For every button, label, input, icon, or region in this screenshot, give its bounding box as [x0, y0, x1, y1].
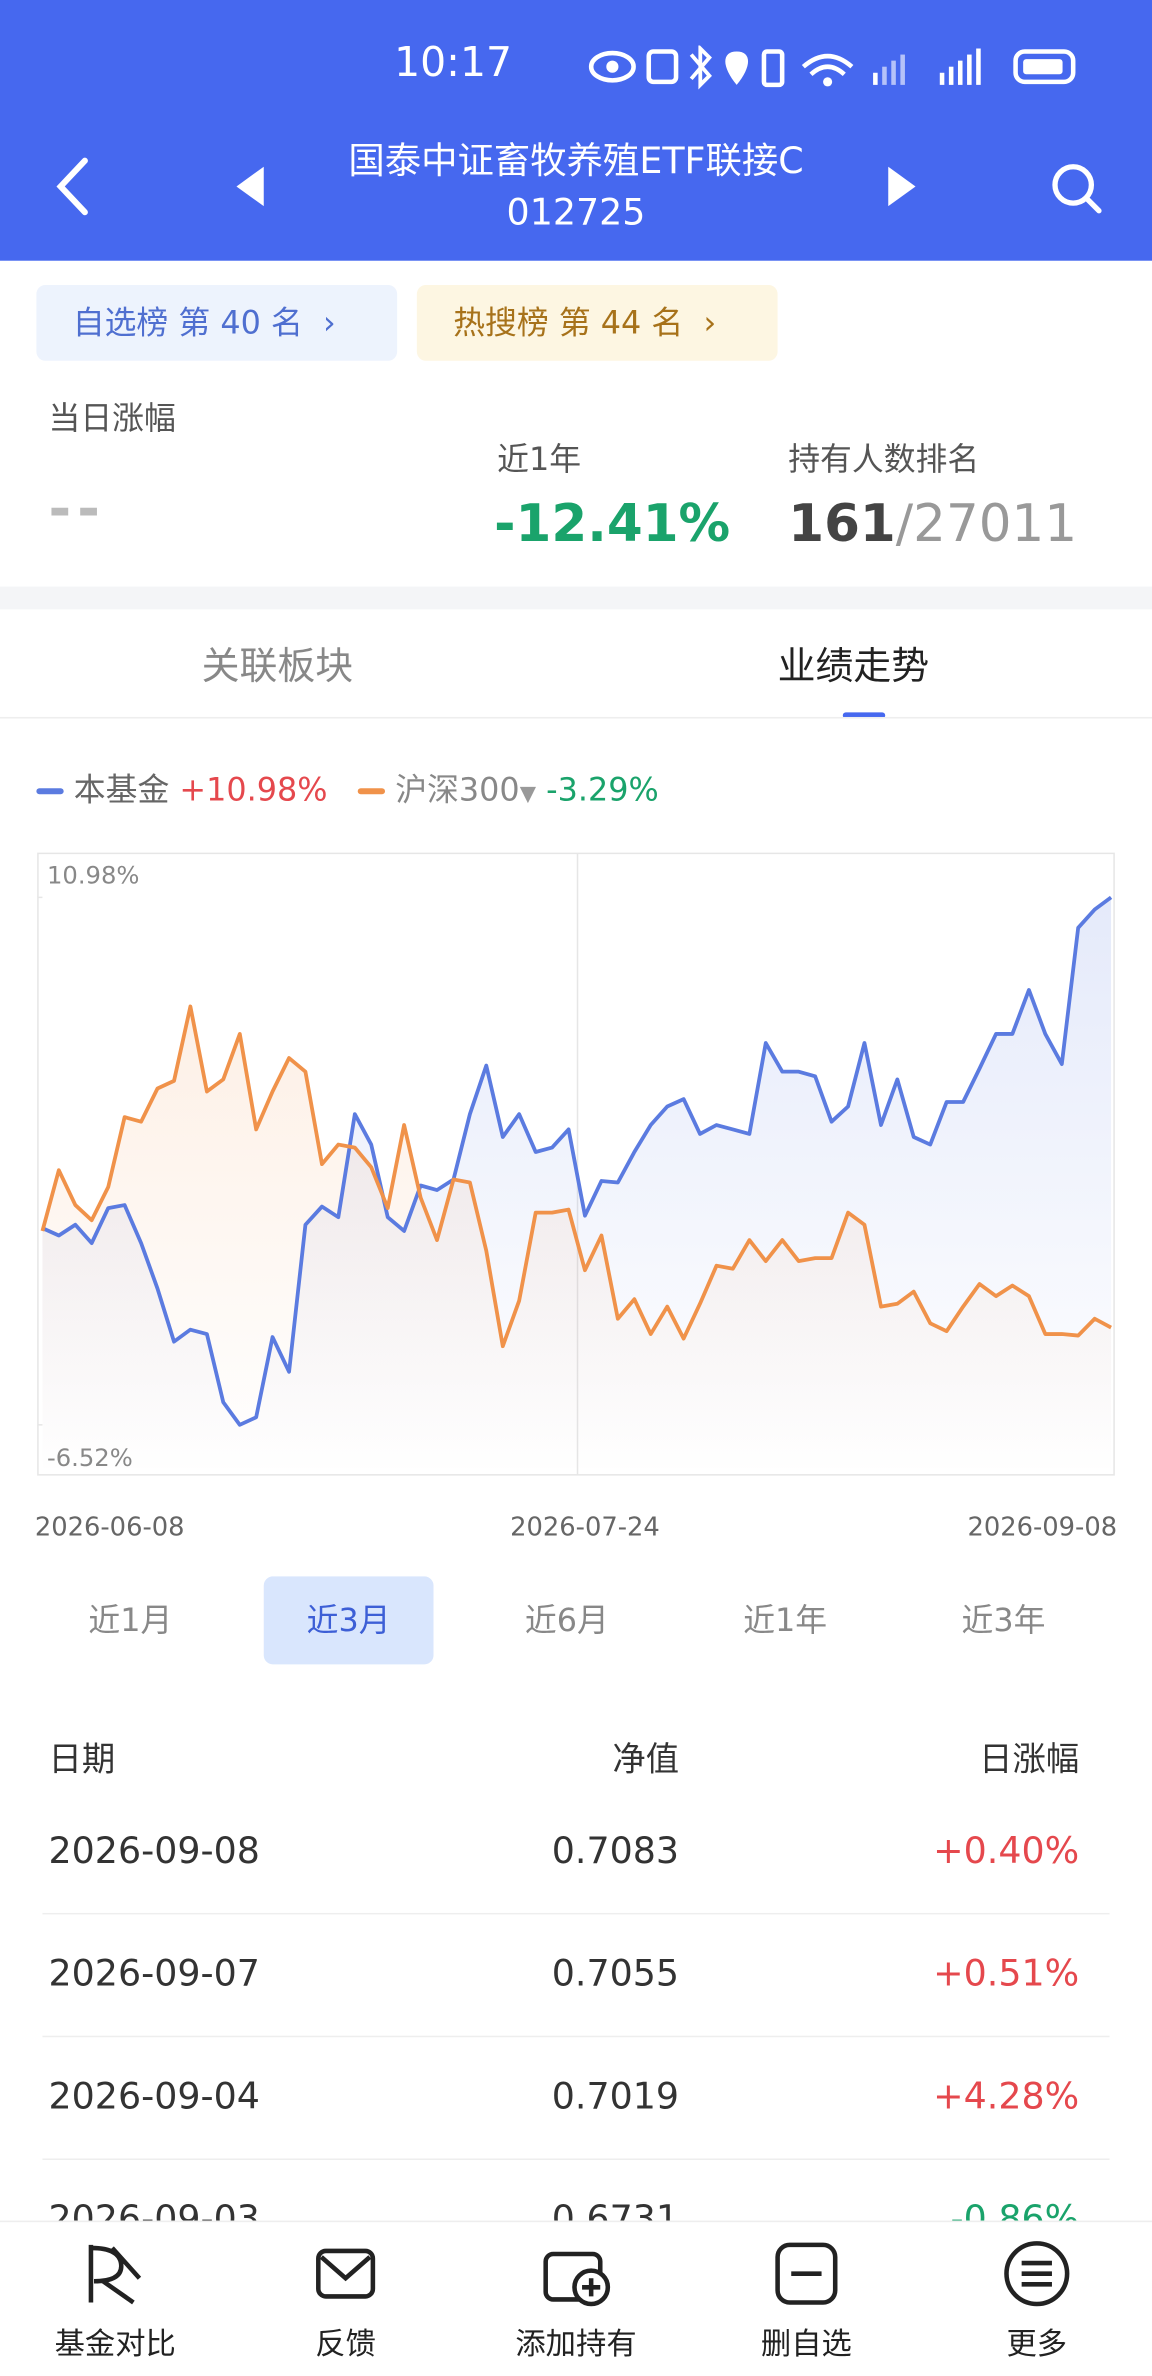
holders-rank: 161	[788, 494, 896, 555]
tag-rank: 第 44 名	[558, 304, 684, 342]
period-button[interactable]: 近1年	[743, 1602, 828, 1639]
change-cell: +4.28%	[933, 2075, 1080, 2118]
tab[interactable]: 关联板块	[201, 644, 354, 689]
watchlist-rank-tag[interactable]: 自选榜 第 40 名 ›	[36, 284, 398, 361]
next-fund-button[interactable]	[879, 161, 924, 213]
search-button[interactable]	[1046, 158, 1107, 219]
change-cell: +0.40%	[933, 1829, 1080, 1872]
tag-label: 热搜榜	[453, 304, 549, 342]
row-divider	[42, 1912, 1110, 1915]
tab-divider	[0, 716, 1152, 719]
period-button-active[interactable]: 近3月	[263, 1576, 434, 1665]
legend-dropdown[interactable]: ▼	[519, 782, 537, 807]
date-cell: 2026-09-08	[48, 1829, 260, 1872]
nav-cell: 0.7055	[551, 1952, 680, 1995]
legend-change: -3.29%	[546, 771, 659, 808]
holders-ranking: 161/27011	[788, 494, 1077, 555]
nav-cell: 0.7019	[551, 2075, 680, 2118]
holders-label: 持有人数排名	[788, 441, 980, 478]
x-tick-label: 2026-06-08	[35, 1512, 185, 1542]
status-icons	[588, 45, 1076, 90]
nav-icons	[88, 2241, 1070, 2307]
header-bar	[0, 0, 1152, 261]
row-divider	[42, 2035, 1110, 2038]
column-header: 日涨幅	[979, 1741, 1080, 1780]
x-tick-label: 2026-07-24	[510, 1512, 660, 1542]
series-line	[40, 1004, 1112, 1349]
period-button[interactable]: 近1月	[88, 1602, 173, 1639]
legend-name[interactable]: 沪深300	[395, 771, 520, 808]
legend-name: 本基金	[73, 771, 170, 808]
daily-label: 当日涨幅	[48, 400, 176, 437]
nav-item[interactable]: 更多	[1006, 2325, 1068, 2362]
column-header: 日期	[48, 1741, 116, 1780]
fund-code: 012725	[506, 190, 646, 234]
nav-item[interactable]: 基金对比	[54, 2325, 176, 2362]
chart: 10.98%-6.52%2026-06-082026-07-242026-09-…	[35, 852, 1117, 1542]
tag-label: 自选榜	[72, 304, 169, 342]
tag-rank: 第 40 名	[178, 304, 303, 342]
series-line	[41, 895, 1113, 1427]
legend-swatch	[357, 788, 386, 795]
fund-title: 国泰中证畜牧养殖ETF联接C	[348, 139, 804, 182]
year-label: 近1年	[497, 441, 582, 478]
x-tick-label: 2026-09-08	[967, 1512, 1117, 1542]
daily-value: --	[48, 478, 106, 542]
status-time: 10:17	[394, 39, 513, 87]
nav-cell: 0.7083	[551, 1829, 680, 1872]
section-divider	[0, 586, 1152, 610]
nav-item[interactable]: 反馈	[315, 2325, 376, 2362]
legend-swatch	[36, 788, 64, 795]
period-button[interactable]: 近6月	[524, 1602, 609, 1639]
period-button[interactable]: 近3年	[961, 1602, 1046, 1639]
year-value: -12.41%	[494, 494, 731, 555]
holders-total: /27011	[895, 494, 1078, 555]
tab-indicator	[842, 712, 886, 719]
nav-item[interactable]: 删自选	[760, 2325, 852, 2362]
change-cell: +0.51%	[933, 1952, 1080, 1995]
column-header: 净值	[612, 1741, 680, 1780]
tab-active[interactable]: 业绩走势	[777, 644, 930, 689]
legend-change: +10.98%	[179, 771, 328, 808]
hot-search-rank-tag[interactable]: 热搜榜 第 44 名 ›	[416, 284, 778, 361]
y-tick-label: 10.98%	[47, 861, 139, 890]
date-cell: 2026-09-04	[48, 2075, 260, 2118]
nav-item[interactable]: 添加持有	[515, 2325, 637, 2362]
back-button[interactable]	[45, 152, 106, 222]
prev-fund-button[interactable]	[227, 161, 272, 213]
row-divider	[42, 2158, 1110, 2160]
date-cell: 2026-09-07	[48, 1952, 260, 1995]
legend: 本基金 +10.98% 沪深300▼ -3.29%	[36, 765, 659, 810]
